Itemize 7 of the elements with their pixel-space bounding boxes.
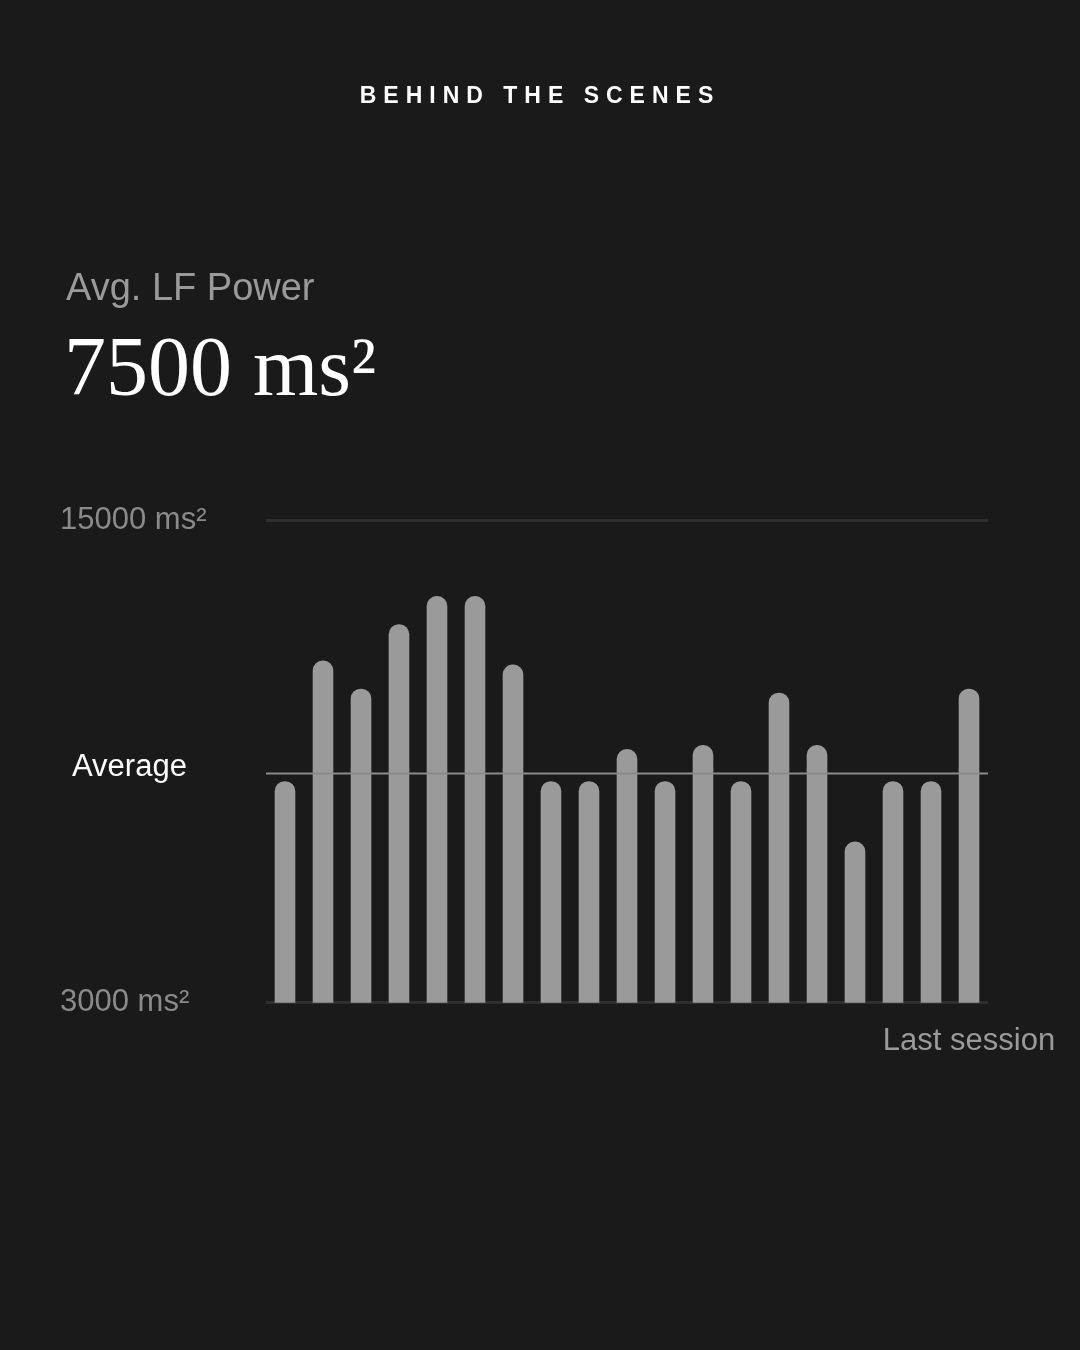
x-tick-label: Last session xyxy=(882,1021,1056,1057)
ref-line-label: Average xyxy=(72,748,187,784)
chart-title: BEHIND THE SCENES xyxy=(358,82,722,109)
y-tick-label: 3000 ms² xyxy=(60,983,190,1019)
y-tick-label: 15000 ms² xyxy=(60,500,207,536)
chart-subtitle: Avg. LF Power xyxy=(66,266,315,309)
text: 7500 ms² xyxy=(64,319,377,415)
